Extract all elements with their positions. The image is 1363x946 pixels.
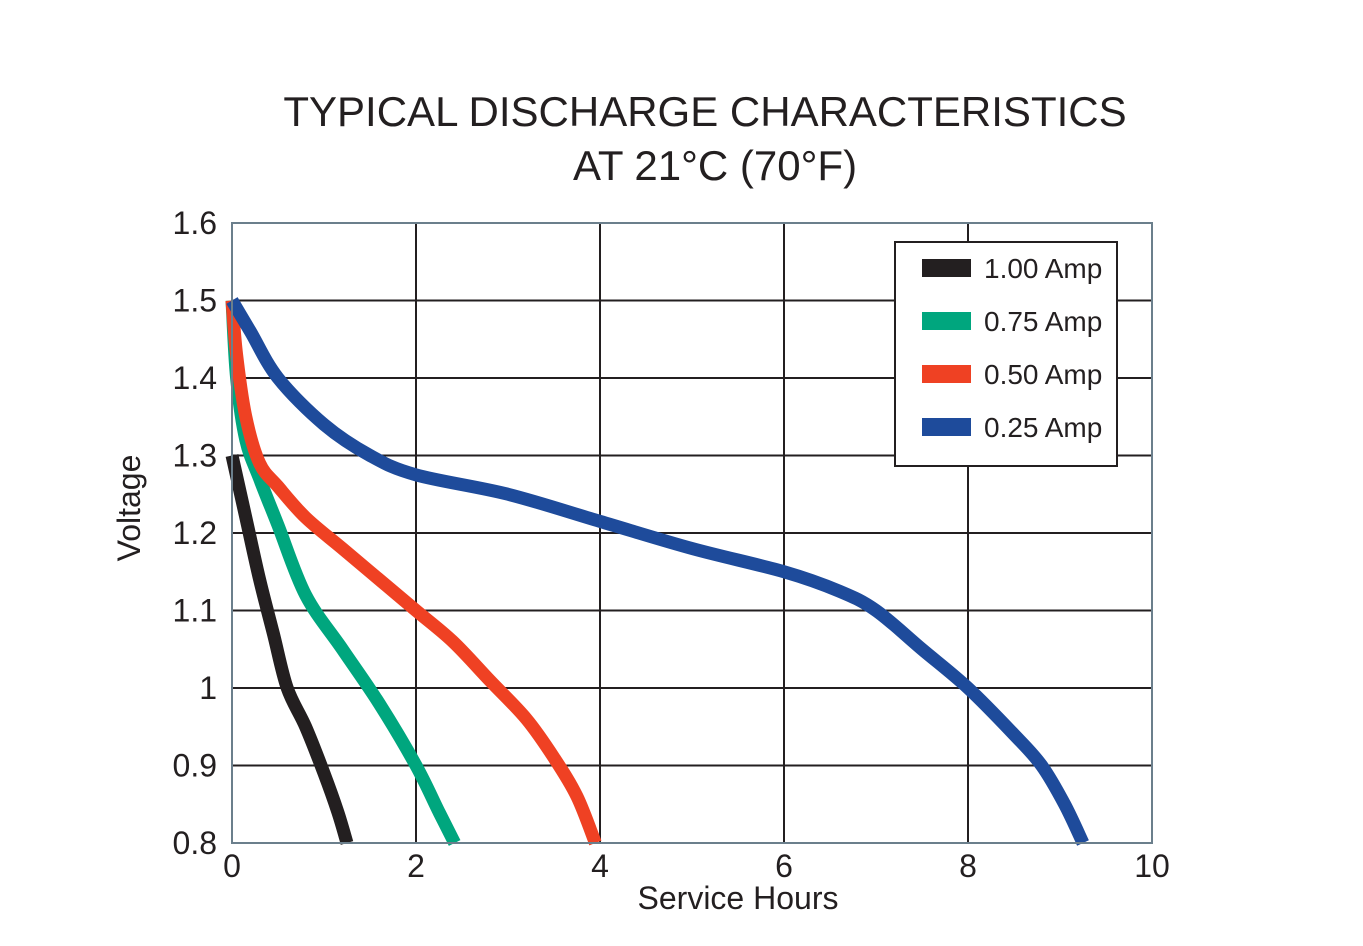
- legend-swatch: [922, 259, 971, 277]
- legend-swatch: [922, 365, 971, 383]
- chart-title-line1: TYPICAL DISCHARGE CHARACTERISTICS: [283, 88, 1126, 135]
- chart-title-line2: AT 21°C (70°F): [573, 142, 857, 189]
- axis-tick-labels: 0 2 4 6 8 10 0.8 0.9 1 1.1 1.2 1.3 1.4 1.5 1.6: [173, 205, 1170, 884]
- y-tick-label: 1.3: [173, 438, 217, 474]
- series-lines: [225, 297, 1089, 846]
- series-line-0-50-amp: [225, 299, 602, 846]
- series-line-0-25-amp: [226, 297, 1089, 846]
- x-tick-label: 4: [591, 848, 609, 884]
- plot-frame: [231, 222, 1153, 844]
- legend-swatch: [922, 312, 971, 330]
- legend-label: 0.75 Amp: [984, 306, 1102, 337]
- x-axis-label: Service Hours: [638, 880, 839, 916]
- legend-label: 0.50 Amp: [984, 359, 1102, 390]
- legend-swatch: [922, 418, 971, 436]
- y-tick-label: 1.1: [173, 593, 217, 629]
- legend: 1.00 Amp 0.75 Amp 0.50 Amp 0.25 Amp: [894, 241, 1118, 467]
- series-line-0-75-amp: [225, 300, 461, 846]
- x-tick-label: 6: [775, 848, 793, 884]
- x-tick-label: 0: [223, 848, 241, 884]
- y-tick-label: 0.9: [173, 748, 217, 784]
- y-tick-label: 0.8: [173, 825, 217, 861]
- y-tick-label: 1.6: [173, 205, 217, 241]
- x-tick-label: 8: [959, 848, 977, 884]
- x-tick-label: 10: [1134, 848, 1170, 884]
- y-tick-label: 1.4: [173, 360, 217, 396]
- series-line-1-00-amp: [225, 454, 354, 845]
- y-tick-label: 1.2: [173, 515, 217, 551]
- y-tick-label: 1.5: [173, 283, 217, 319]
- x-tick-label: 2: [407, 848, 425, 884]
- legend-label: 0.25 Amp: [984, 412, 1102, 443]
- legend-label: 1.00 Amp: [984, 253, 1102, 284]
- y-axis-label: Voltage: [111, 455, 147, 562]
- y-tick-label: 1: [199, 670, 217, 706]
